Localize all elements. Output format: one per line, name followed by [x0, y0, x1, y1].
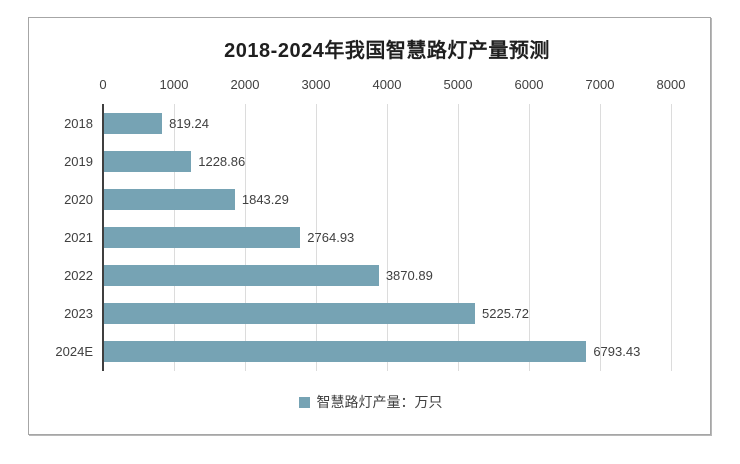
x-tick-label: 0	[99, 77, 107, 92]
gridline	[599, 104, 601, 371]
category-label: 2021	[64, 230, 93, 245]
legend-marker-icon	[298, 396, 310, 408]
value-label: 6793.43	[593, 344, 641, 360]
x-tick-label: 8000	[656, 77, 686, 92]
gridline	[315, 104, 317, 371]
chart-card: 2018-2024年我国智慧路灯产量预测 0 1000 2000 3000 4000 50…	[28, 17, 711, 435]
gridline	[457, 104, 459, 371]
chart-canvas: 2018-2024年我国智慧路灯产量预测 0 1000 2000 3000 4000 50…	[29, 18, 710, 434]
bar-2023	[104, 303, 476, 325]
gridline	[670, 104, 672, 371]
legend: 智慧路灯产量：万只	[29, 392, 712, 412]
value-label: 3870.89	[385, 268, 433, 284]
value-label: 1228.86	[198, 153, 246, 169]
legend-label: 智慧路灯产量：万只	[316, 394, 443, 410]
category-axis-line	[102, 104, 104, 371]
gridline	[386, 104, 388, 371]
x-tick-label: 1000	[159, 77, 189, 92]
bar-2019	[104, 150, 192, 172]
value-label: 819.24	[169, 115, 209, 131]
x-tick-label: 3000	[301, 77, 331, 92]
category-label: 2023	[64, 306, 93, 322]
category-label: 2020	[64, 191, 93, 207]
x-tick-label: 2000	[230, 77, 260, 92]
bar-2018	[104, 112, 163, 134]
value-label: 2764.93	[307, 230, 355, 245]
x-tick-label: 4000	[372, 77, 402, 92]
value-label: 1843.29	[241, 191, 289, 207]
bar-2024E	[104, 341, 587, 363]
category-label: 2022	[64, 268, 93, 284]
category-label: 2024E	[55, 344, 93, 360]
x-tick-label: 7000	[585, 77, 615, 92]
category-label: 2018	[64, 115, 93, 131]
category-label: 2019	[64, 153, 93, 169]
bar-2021	[104, 227, 301, 248]
bar-2020	[104, 188, 235, 210]
value-label: 5225.72	[482, 306, 530, 322]
gridline	[528, 104, 530, 371]
chart-title: 2018-2024年我国智慧路灯产量预测	[224, 40, 550, 62]
x-tick-label: 6000	[514, 77, 544, 92]
bar-2022	[104, 265, 379, 287]
x-tick-label: 5000	[443, 77, 473, 92]
